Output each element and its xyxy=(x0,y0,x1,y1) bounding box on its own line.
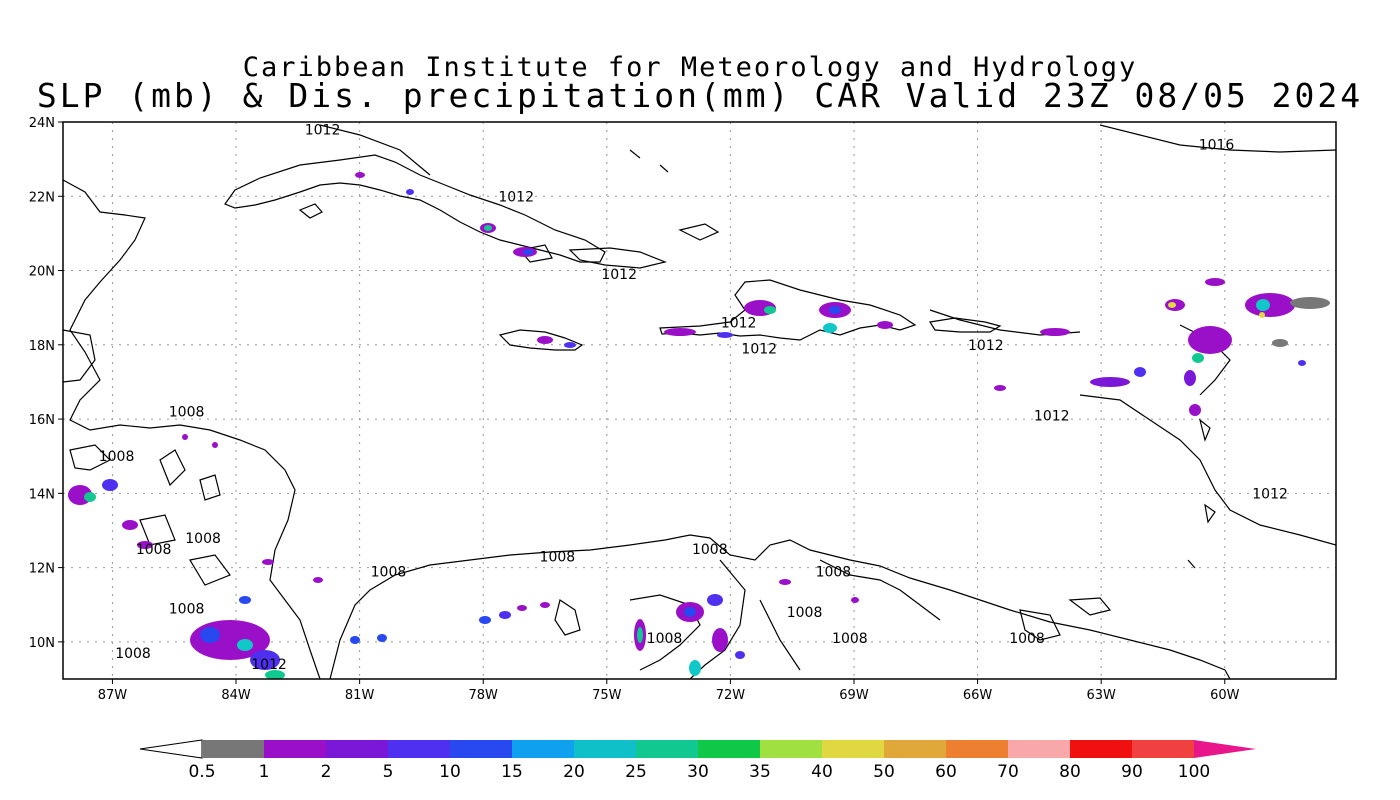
colorbar-segment xyxy=(450,740,512,758)
plot-frame xyxy=(62,121,1337,680)
lon-tick-label: 84W xyxy=(221,688,251,703)
colorbar-label: 1 xyxy=(259,762,270,782)
colorbar-segment xyxy=(760,740,822,758)
lon-tick-label: 66W xyxy=(963,688,993,703)
colorbar-segment xyxy=(1070,740,1132,758)
isobar-label: 1012 xyxy=(721,316,757,332)
colorbar-label: 60 xyxy=(935,762,957,782)
isobar-label: 1008 xyxy=(832,631,868,647)
isobar-label: 1012 xyxy=(251,657,287,673)
colorbar-segment xyxy=(202,740,264,758)
lon-tick-label: 81W xyxy=(345,688,375,703)
colorbar-label: 5 xyxy=(383,762,394,782)
colorbar-label: 50 xyxy=(873,762,895,782)
isobar-label: 1012 xyxy=(601,267,637,283)
colorbar-high-arrow xyxy=(1194,740,1256,758)
colorbar-segment xyxy=(388,740,450,758)
chart-subtitle: SLP (mb) & Dis. precipitation(mm) CAR Va… xyxy=(36,76,1364,115)
colorbar-label: 10 xyxy=(439,762,461,782)
isobar-label: 1008 xyxy=(115,646,151,662)
isobar-label: 1012 xyxy=(1034,408,1070,424)
colorbar-segment xyxy=(698,740,760,758)
coast-central-america xyxy=(63,179,321,679)
isobar-label: 1008 xyxy=(371,564,407,580)
chart-title: Caribbean Institute for Meteorology and … xyxy=(242,52,1138,83)
colorbar-label: 25 xyxy=(625,762,647,782)
lon-tick-label: 87W xyxy=(98,688,128,703)
colorbar-low-arrow xyxy=(139,739,203,759)
colorbar-segment xyxy=(326,740,388,758)
colorbar-segment xyxy=(822,740,884,758)
graticule xyxy=(63,121,1336,679)
lat-tick-label: 18N xyxy=(29,339,55,354)
colorbar-label: 90 xyxy=(1121,762,1143,782)
colorbar-label: 0.5 xyxy=(188,762,215,782)
coast-south-america xyxy=(329,534,1231,679)
lat-tick-label: 12N xyxy=(29,562,55,577)
isobar-labels: 1012 1016 1012 1012 1012 1012 1012 1012 1012 1008… xyxy=(99,122,1288,673)
colorbar-segment xyxy=(636,740,698,758)
coast-jamaica xyxy=(498,329,584,351)
lat-tick-label: 10N xyxy=(29,636,55,651)
colorbar-label: 40 xyxy=(811,762,833,782)
precipitation-field xyxy=(68,172,1330,679)
axis-ticks: 24N 22N 20N 18N 16N 14N 12N 10N 87W 84W 81W 78W 75W 7… xyxy=(29,116,1240,703)
isobar-label: 1008 xyxy=(169,405,205,421)
colorbar-label: 20 xyxy=(563,762,585,782)
isobar-label: 1012 xyxy=(968,338,1004,354)
lon-tick-label: 63W xyxy=(1086,688,1116,703)
colorbar-segment xyxy=(574,740,636,758)
lat-tick-label: 16N xyxy=(29,413,55,428)
isobar-label: 1008 xyxy=(692,542,728,558)
coast-puerto-rico xyxy=(929,317,1002,333)
coast-cuba xyxy=(224,154,606,263)
lon-tick-label: 75W xyxy=(592,688,622,703)
colorbar-label: 2 xyxy=(321,762,332,782)
colorbar-label: 35 xyxy=(749,762,771,782)
isobar-label: 1008 xyxy=(540,549,576,565)
lat-tick-label: 14N xyxy=(29,487,55,502)
colorbar-label: 70 xyxy=(997,762,1019,782)
colorbar-segment xyxy=(1008,740,1070,758)
colorbar-label: 80 xyxy=(1059,762,1081,782)
isobar-label: 1008 xyxy=(647,631,683,647)
lat-tick-label: 20N xyxy=(29,265,55,280)
lat-tick-label: 22N xyxy=(29,190,55,205)
isobar-label: 1008 xyxy=(169,601,205,617)
colorbar-label: 15 xyxy=(501,762,523,782)
colorbar-segment xyxy=(264,740,326,758)
isobar-label: 1008 xyxy=(136,542,172,558)
isobar-label: 1012 xyxy=(498,189,534,205)
lon-tick-label: 60W xyxy=(1210,688,1240,703)
colorbar-label: 100 xyxy=(1178,762,1210,782)
isobar-label: 1008 xyxy=(787,605,823,621)
colorbar-segment xyxy=(884,740,946,758)
colorbar-segment xyxy=(512,740,574,758)
coastlines xyxy=(63,124,1336,679)
isobar-label: 1012 xyxy=(741,342,777,358)
isobar-label: 1012 xyxy=(1252,486,1288,502)
coast-hispaniola xyxy=(659,279,917,341)
isobar-label: 1008 xyxy=(185,531,221,547)
isobar-label: 1012 xyxy=(305,122,341,138)
colorbar-label: 30 xyxy=(687,762,709,782)
isobar-label: 1008 xyxy=(99,449,135,465)
lat-tick-label: 24N xyxy=(29,116,55,131)
isobar-label: 1008 xyxy=(816,564,852,580)
lon-tick-label: 72W xyxy=(716,688,746,703)
colorbar-segment xyxy=(1132,740,1194,758)
lon-tick-label: 69W xyxy=(839,688,869,703)
lon-tick-label: 78W xyxy=(469,688,499,703)
colorbar: 0.5 1 2 5 10 15 20 25 30 35 40 50 60 70 80 90 100 xyxy=(139,739,1256,782)
isobar-label: 1016 xyxy=(1199,137,1235,153)
isobar-label: 1008 xyxy=(1009,631,1045,647)
colorbar-segment xyxy=(946,740,1008,758)
